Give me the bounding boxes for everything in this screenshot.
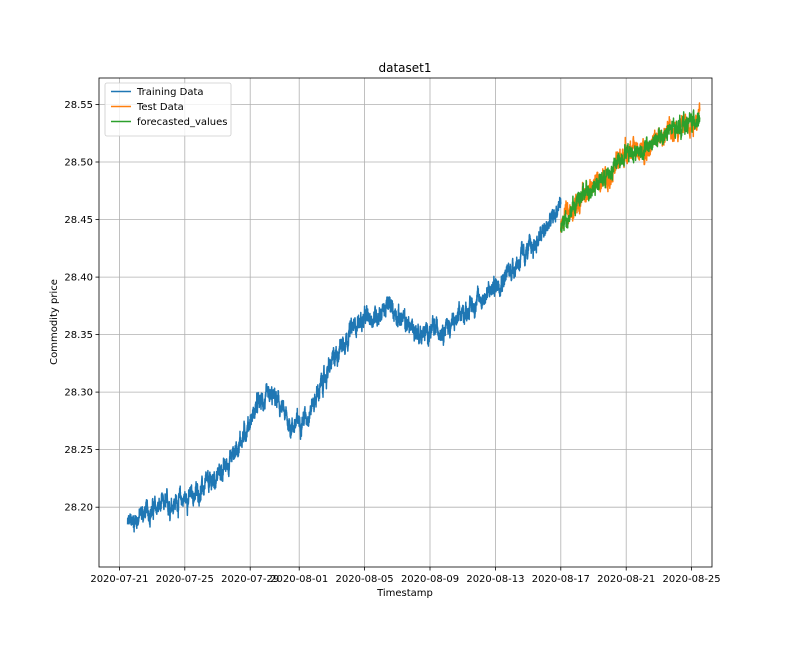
y-tick-label: 28.45 [64, 215, 93, 226]
x-tick-label: 2020-08-21 [597, 574, 655, 585]
x-tick-label: 2020-08-05 [336, 574, 394, 585]
y-axis-label: Commodity price [49, 279, 60, 365]
legend-box [104, 82, 232, 137]
legend: Training Data Test Data forecasted_values [104, 82, 232, 137]
legend-label: forecasted_values [137, 117, 227, 128]
series-line-training-data [126, 196, 562, 533]
y-tick-label: 28.40 [64, 273, 93, 284]
x-tick-label: 2020-08-09 [401, 574, 459, 585]
series-lines [126, 102, 701, 533]
y-tick-label: 28.35 [64, 330, 93, 341]
y-tick-label: 28.30 [64, 388, 93, 399]
y-tick-label: 28.25 [64, 445, 93, 456]
legend-label: Training Data [136, 87, 204, 98]
legend-label: Test Data [136, 102, 184, 113]
axes-frame [98, 77, 713, 568]
axis-ticks: 2020-07-21 2020-07-25 2020-07-292020-08-01… [64, 100, 720, 585]
x-axis-label: Timestamp [376, 588, 433, 599]
series-line-forecasted-values [560, 109, 701, 233]
y-tick-label: 28.20 [64, 503, 93, 514]
x-tick-label: 2020-07-21 [90, 574, 148, 585]
chart-title: dataset1 [378, 61, 431, 75]
x-tick-label: 2020-08-25 [663, 574, 721, 585]
x-tick-label: 2020-07-29 [221, 574, 279, 585]
x-tick-label: 2020-08-01 [270, 574, 328, 585]
y-tick-label: 28.50 [64, 158, 93, 169]
x-tick-label: 2020-08-13 [466, 574, 524, 585]
x-tick-label: 2020-08-17 [532, 574, 590, 585]
y-tick-label: 28.55 [64, 100, 93, 111]
x-tick-label: 2020-07-25 [156, 574, 214, 585]
